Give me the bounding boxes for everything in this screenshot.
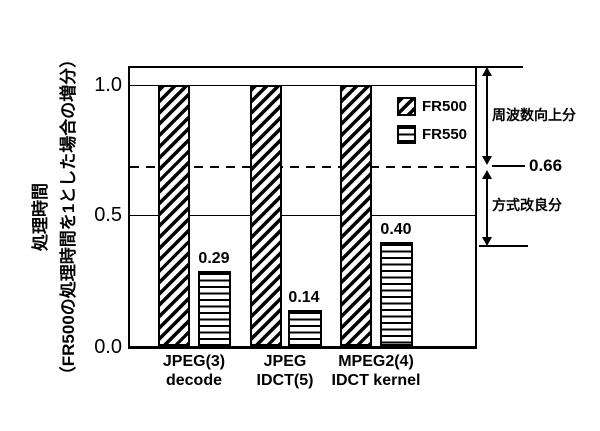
bar-value-label-0.14: 0.14 xyxy=(288,289,320,306)
x-label-line: JPEG(3) xyxy=(162,353,226,370)
bar-fr500-jpeg-idct xyxy=(250,85,282,346)
reference-dashed-line-0.66 xyxy=(130,166,475,168)
bar-value-label-0.40: 0.40 xyxy=(380,221,412,238)
bottom-extension-line xyxy=(479,245,528,247)
y-axis-title: 処理時間 （FR500の処理時間を1とした場合の増分） xyxy=(27,17,83,417)
bar-fr550-mpeg2-idct xyxy=(380,242,413,346)
arrow-up-head-icon xyxy=(482,170,492,179)
arrow-shaft xyxy=(486,177,488,239)
x-label-line: IDCT kernel xyxy=(331,372,421,389)
arrow-shaft xyxy=(486,74,488,158)
gridline-0.5 xyxy=(130,215,475,216)
arrow-up-head-icon xyxy=(482,67,492,76)
bar-fr550-jpeg-idct xyxy=(288,310,322,346)
legend-label-fr500: FR500 xyxy=(422,98,468,115)
x-label-jpeg-decode: JPEG(3) decode xyxy=(124,352,264,390)
annotation-upper-range: 周波数向上分 xyxy=(492,107,576,123)
bar-fr550-jpeg-decode xyxy=(198,271,231,346)
x-label-mpeg2-idct-kernel: MPEG2(4) IDCT kernel xyxy=(306,352,446,390)
annotation-lower-range: 方式改良分 xyxy=(492,197,562,213)
y-tick-label-0.0: 0.0 xyxy=(94,336,122,358)
legend-swatch-fr550-stripes-icon xyxy=(397,125,416,144)
y-tick-label-1.0: 1.0 xyxy=(94,74,122,96)
gridline-1.0 xyxy=(130,85,475,86)
reference-tick-line xyxy=(492,165,525,167)
y-axis-title-line1: 処理時間 xyxy=(31,183,50,251)
bar-fr500-jpeg-decode xyxy=(158,85,190,346)
x-label-line: MPEG2(4) xyxy=(338,353,414,370)
bar-value-label-0.29: 0.29 xyxy=(198,250,230,267)
x-label-line: decode xyxy=(165,372,222,389)
reference-value-label: 0.66 xyxy=(529,156,563,175)
arrow-down-head-icon xyxy=(482,237,492,246)
legend-label-fr550: FR550 xyxy=(422,126,468,143)
arrow-down-head-icon xyxy=(482,156,492,165)
top-extension-line xyxy=(477,66,523,68)
x-label-jpeg-idct: JPEG IDCT(5) xyxy=(215,352,355,390)
bar-fr500-mpeg2-idct xyxy=(340,85,372,346)
x-label-line: JPEG xyxy=(263,353,307,370)
legend-swatch-fr500-hatch-icon xyxy=(397,97,416,116)
y-tick-label-0.5: 0.5 xyxy=(94,204,122,226)
x-label-line: IDCT(5) xyxy=(256,372,314,389)
